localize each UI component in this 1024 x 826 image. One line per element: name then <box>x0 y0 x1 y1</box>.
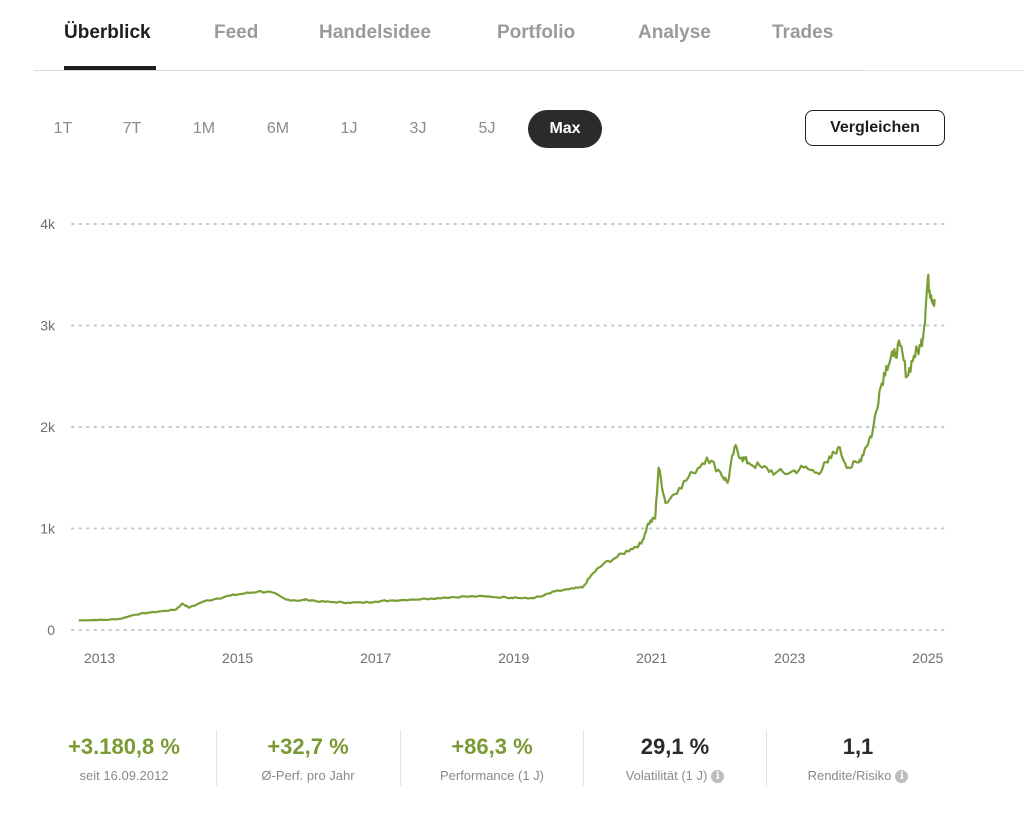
x-axis-labels: 2013 2015 2017 2019 2021 2023 2025 <box>84 650 944 666</box>
stat-label: Volatilität (1 J) <box>625 768 708 783</box>
chart-grid <box>71 223 946 631</box>
y-tick-label: 4k <box>40 216 56 232</box>
y-tick-label: 0 <box>47 622 55 638</box>
stat-volatility: 29,1 % Volatilität (1 J) i <box>585 726 765 790</box>
x-tick-label: 2015 <box>222 650 253 666</box>
stat-value: +3.180,8 % <box>68 734 180 759</box>
tab-trades[interactable]: Trades <box>772 22 834 43</box>
y-axis-labels: 0 1k 2k 3k 4k <box>40 216 56 638</box>
performance-chart: 0 1k 2k 3k 4k 2013 2015 2017 2019 2021 2023 2025 <box>40 216 946 666</box>
stat-total-return: +3.180,8 % seit 16.09.2012 <box>34 726 214 790</box>
stat-label: Rendite/Risiko <box>807 768 892 783</box>
stat-value: +32,7 % <box>267 734 349 759</box>
range-7t[interactable]: 7T <box>122 120 142 137</box>
stat-return-risk: 1,1 Rendite/Risiko i <box>768 726 948 790</box>
stat-label: Ø-Perf. pro Jahr <box>261 768 355 783</box>
tab-bar: Überblick Feed Handelsidee Portfolio Ana… <box>34 0 866 71</box>
stat-label: Performance (1 J) <box>439 768 545 783</box>
range-1t[interactable]: 1T <box>53 120 73 137</box>
x-tick-label: 2019 <box>498 650 529 666</box>
tab-ueberblick[interactable]: Überblick <box>64 22 151 43</box>
stats-row: +3.180,8 % seit 16.09.2012 +32,7 % Ø-Per… <box>34 726 950 790</box>
stat-divider <box>216 730 217 786</box>
info-icon[interactable]: i <box>711 770 725 783</box>
y-tick-label: 1k <box>40 521 56 537</box>
range-1m[interactable]: 1M <box>192 120 216 137</box>
range-1j[interactable]: 1J <box>340 120 358 137</box>
stat-value: 29,1 % <box>640 734 710 759</box>
tab-feed[interactable]: Feed <box>214 22 259 43</box>
stat-annual-performance: +32,7 % Ø-Perf. pro Jahr <box>218 726 398 790</box>
stat-divider <box>400 730 401 786</box>
stat-label-row: Rendite/Risiko i <box>768 768 948 783</box>
stat-value: 1,1 <box>842 734 874 759</box>
x-tick-label: 2013 <box>84 650 115 666</box>
stat-label: seit 16.09.2012 <box>79 768 169 783</box>
y-tick-label: 2k <box>40 419 56 435</box>
series-line <box>78 273 936 622</box>
compare-button[interactable]: Vergleichen <box>805 110 945 146</box>
tab-portfolio[interactable]: Portfolio <box>497 22 576 43</box>
stat-divider <box>583 730 584 786</box>
x-tick-label: 2017 <box>360 650 391 666</box>
y-tick-label: 3k <box>40 318 56 334</box>
tab-analyse[interactable]: Analyse <box>638 22 711 43</box>
active-tab-indicator <box>64 66 156 70</box>
header-divider <box>866 70 1024 71</box>
stat-performance-1y: +86,3 % Performance (1 J) <box>402 726 582 790</box>
range-6m[interactable]: 6M <box>266 120 290 137</box>
range-3j[interactable]: 3J <box>409 120 427 137</box>
x-tick-label: 2025 <box>912 650 943 666</box>
stat-value: +86,3 % <box>451 734 533 759</box>
range-5j[interactable]: 5J <box>478 120 496 137</box>
x-tick-label: 2021 <box>636 650 667 666</box>
stat-label-row: Volatilität (1 J) i <box>585 768 765 783</box>
info-icon[interactable]: i <box>895 770 909 783</box>
range-max[interactable]: Max <box>528 110 602 148</box>
x-tick-label: 2023 <box>774 650 805 666</box>
tab-handelsidee[interactable]: Handelsidee <box>319 22 431 43</box>
stat-divider <box>766 730 767 786</box>
